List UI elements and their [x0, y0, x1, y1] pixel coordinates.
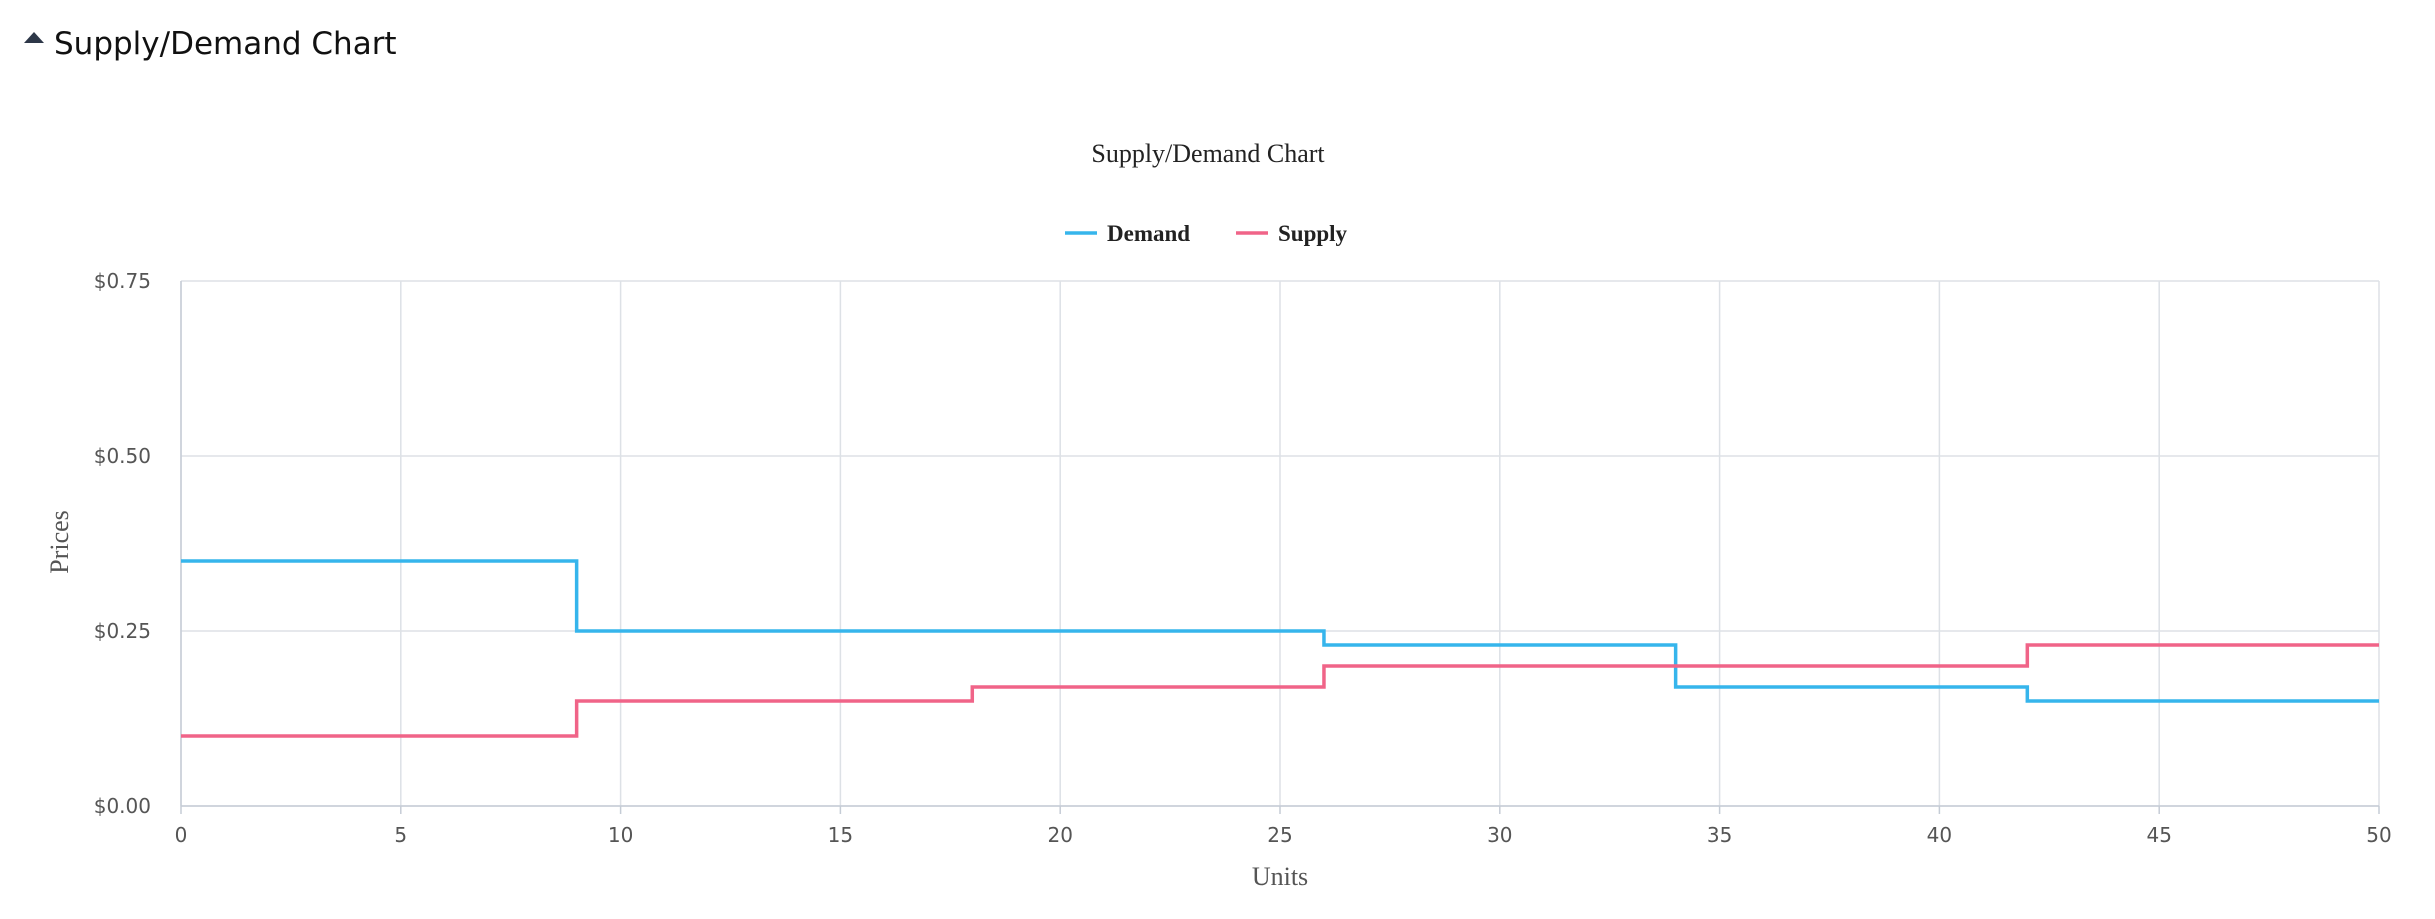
x-tick-label: 40 [1927, 823, 1952, 847]
y-tick-label: $0.25 [94, 619, 151, 643]
x-tick-label: 20 [1047, 823, 1072, 847]
x-tick-label: 45 [2146, 823, 2171, 847]
y-axis-ticks: $0.00 $0.25 $0.50 $0.75 [94, 269, 151, 818]
series-line-supply [181, 643, 2379, 738]
caret-up-icon[interactable] [24, 31, 44, 43]
chart-grid [180, 280, 2380, 807]
x-tick-label: 15 [828, 823, 853, 847]
x-tick-label: 50 [2366, 823, 2391, 847]
x-axis-ticks: 0 5 10 15 20 25 30 35 40 45 50 [175, 823, 2392, 847]
x-tick-label: 0 [175, 823, 188, 847]
chart-title: Supply/Demand Chart [1091, 139, 1325, 168]
x-tick-label: 35 [1707, 823, 1732, 847]
panel-header[interactable]: Supply/Demand Chart [24, 22, 397, 66]
y-tick-label: $0.50 [94, 444, 151, 468]
series-line-demand [181, 559, 2379, 703]
legend-label-supply[interactable]: Supply [1278, 221, 1348, 246]
chart-axes [180, 281, 2380, 814]
panel-title: Supply/Demand Chart [54, 26, 397, 62]
x-tick-label: 10 [608, 823, 633, 847]
y-axis-label: Prices [45, 510, 74, 574]
y-tick-label: $0.00 [94, 794, 151, 818]
y-tick-label: $0.75 [94, 269, 151, 293]
chart-legend: Demand Supply [1065, 221, 1348, 246]
chart-series [181, 559, 2379, 738]
x-axis-label: Units [1252, 862, 1308, 891]
legend-label-demand[interactable]: Demand [1107, 221, 1190, 246]
x-tick-label: 25 [1267, 823, 1292, 847]
x-tick-label: 30 [1487, 823, 1512, 847]
x-tick-label: 5 [394, 823, 407, 847]
